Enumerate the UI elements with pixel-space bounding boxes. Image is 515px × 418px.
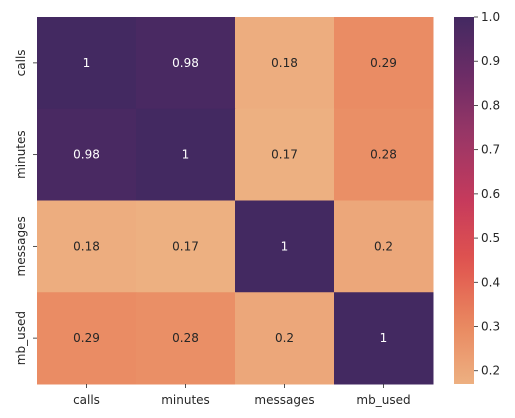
cell-annotation: 0.2 <box>374 239 393 253</box>
cell-annotation: 1 <box>380 331 388 345</box>
cell-annotation: 0.17 <box>172 239 199 253</box>
colorbar-gradient <box>454 17 474 384</box>
x-tick-label: minutes <box>161 393 210 407</box>
x-tick-label: mb_used <box>356 393 410 407</box>
colorbar-tick-label: 0.9 <box>481 54 500 68</box>
cell-annotation: 0.18 <box>73 239 100 253</box>
heatmap-cell <box>37 200 137 293</box>
colorbar-tick-label: 0.5 <box>481 231 500 245</box>
heatmap-cell <box>334 200 434 293</box>
heatmap-cell <box>136 200 236 293</box>
cell-annotation: 0.98 <box>73 148 100 162</box>
cell-annotation: 1 <box>281 239 289 253</box>
y-tick-label: calls <box>14 49 28 76</box>
x-axis: calls minutes messages mb_used <box>73 384 411 407</box>
cell-annotation: 1 <box>83 56 91 70</box>
cell-annotation: 0.98 <box>172 56 199 70</box>
heatmap-cell <box>136 292 236 385</box>
cell-annotation: 0.18 <box>271 56 298 70</box>
heatmap-cells <box>37 17 434 385</box>
y-axis: calls minutes messages mb_used <box>14 49 37 365</box>
heatmap-cell <box>235 292 335 385</box>
heatmap-cell <box>37 108 137 201</box>
colorbar-tick-label: 0.3 <box>481 320 500 334</box>
colorbar-tick-label: 1.0 <box>481 10 500 24</box>
cell-annotation: 0.28 <box>370 148 397 162</box>
colorbar-tick-label: 0.7 <box>481 143 500 157</box>
cell-annotation: 0.28 <box>172 331 199 345</box>
heatmap-cell <box>334 292 434 385</box>
heatmap-cell <box>334 108 434 201</box>
heatmap-cell <box>235 200 335 293</box>
cell-annotation: 1 <box>182 148 190 162</box>
x-tick-label: calls <box>73 393 100 407</box>
heatmap-cell <box>37 292 137 385</box>
cell-annotation: 0.2 <box>275 331 294 345</box>
heatmap-cell <box>235 17 335 110</box>
colorbar-tick-label: 0.4 <box>481 275 500 289</box>
colorbar-tick-label: 0.2 <box>481 364 500 378</box>
colorbar-tick-label: 0.8 <box>481 98 500 112</box>
heatmap-cell <box>136 17 236 110</box>
y-tick-label: minutes <box>14 130 28 179</box>
heatmap-cell <box>136 108 236 201</box>
cell-annotation: 0.29 <box>370 56 397 70</box>
heatmap-cell <box>235 108 335 201</box>
cell-annotation: 0.17 <box>271 148 298 162</box>
y-tick-label: messages <box>14 216 28 276</box>
colorbar-tick-label: 0.6 <box>481 187 500 201</box>
cell-annotations: 1 0.98 0.18 0.29 0.98 1 0.17 0.28 0.18 0.17 1 0.2 0.… <box>73 56 397 345</box>
cell-annotation: 0.29 <box>73 331 100 345</box>
heatmap-cell <box>334 17 434 110</box>
heatmap-cell <box>37 17 137 110</box>
colorbar: 0.2 0.3 0.4 0.5 0.6 0.7 0.8 0.9 1.0 <box>454 10 500 384</box>
y-tick-label: mb_used <box>14 311 28 365</box>
x-tick-label: messages <box>254 393 314 407</box>
